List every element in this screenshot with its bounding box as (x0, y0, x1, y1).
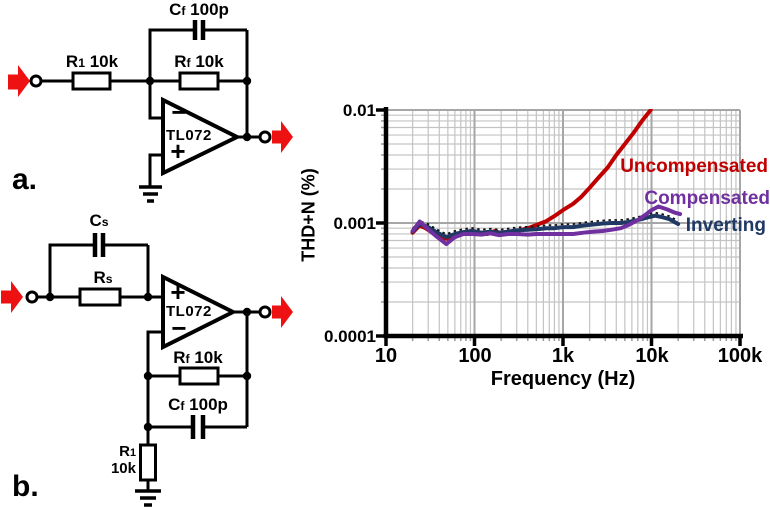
series-label-uncompensated: Uncompensated (620, 156, 768, 177)
opamp-triangle-a (161, 96, 242, 177)
resistor-rf-label-b: Rf 10k (173, 348, 223, 367)
output-arrow-icon-b (272, 296, 293, 328)
resistor-r1-label-a: R1 10k (65, 52, 119, 71)
opamp-part-label-b: TL072 (166, 303, 212, 320)
resistor-rf-a (178, 71, 220, 91)
wires-b (37, 243, 260, 491)
input-terminal-a (29, 74, 43, 88)
x-tick-label-0: 10 (374, 345, 398, 367)
circuit-b (1, 233, 293, 507)
junction-dots-b (45, 292, 252, 432)
x-tick-label-4: 100k (717, 345, 763, 367)
resistor-rf-b (178, 366, 220, 386)
y-tick-label-2: 0.0001 (324, 327, 376, 346)
output-terminal-a (258, 130, 272, 144)
opamp-triangle-b (161, 273, 238, 351)
opamp-plus-label-b: + (170, 277, 186, 307)
resistor-r1-label-b: R1 10k (110, 443, 136, 477)
curve-inverting-dotted-overlay (411, 211, 679, 236)
x-tick-label-3: 10k (635, 345, 669, 367)
thdn-chart-svg (376, 107, 743, 346)
cap-cf-label-b: Cf 100p (168, 395, 228, 414)
opamp-minus-label-a: − (171, 97, 187, 127)
resistor-rs-label-b: Rs (93, 268, 113, 287)
ground-icon-a (139, 185, 162, 203)
opamp-minus-label-b: − (171, 313, 187, 343)
capacitor-cf-a (192, 20, 206, 40)
circuits-svg (1, 20, 293, 507)
output-terminal-b (258, 305, 272, 319)
y-tick-label-0: 0.01 (342, 101, 376, 120)
x-tick-label-1: 100 (458, 345, 492, 367)
cap-cs-label-b: Cs (89, 211, 109, 230)
cap-cf-label-a: Cf 100p (169, 0, 229, 19)
series-label-inverting: Inverting (685, 215, 766, 236)
panel-label-b: b. (12, 470, 39, 503)
curves-group (410, 109, 682, 247)
circuit-a (8, 20, 293, 203)
output-arrow-icon-a (272, 121, 293, 153)
input-arrow-icon-a (8, 65, 30, 97)
curve-compensated (410, 204, 682, 247)
y-tick-label-1: 0.001 (333, 214, 376, 233)
resistor-rf-label-a: Rf 10k (174, 52, 224, 71)
input-arrow-icon-b (1, 281, 23, 313)
ground-icon-b (135, 489, 161, 507)
resistor-rs-b (78, 287, 122, 307)
series-label-compensated: Compensated (644, 188, 770, 209)
opamp-plus-label-a: + (170, 136, 186, 166)
capacitor-cf-b (190, 415, 206, 439)
panel-label-a: a. (12, 163, 38, 196)
resistor-r1-a (71, 71, 112, 91)
junction-dots-a (145, 76, 252, 142)
y-axis-title: THD+N (%) (298, 168, 319, 262)
x-tick-label-2: 1k (551, 345, 575, 367)
opamp-part-label-a: TL072 (166, 127, 212, 144)
capacitor-cs-b (92, 233, 106, 257)
input-terminal-b (25, 290, 39, 304)
x-axis-title: Frequency (Hz) (490, 368, 636, 390)
resistor-r1-b (139, 443, 157, 482)
